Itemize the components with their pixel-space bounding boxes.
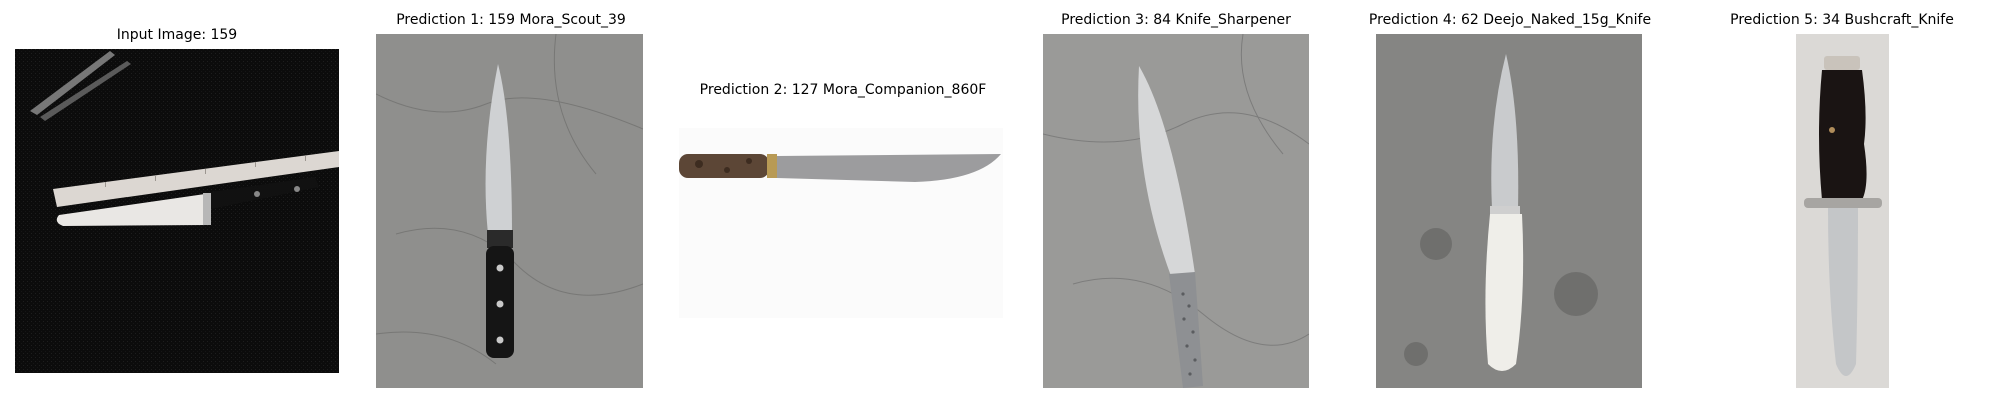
prediction-2-title: Prediction 2: 127 Mora_Companion_860F <box>699 82 987 98</box>
prediction-2-image <box>679 128 1003 318</box>
prediction-5-image <box>1796 34 1889 388</box>
prediction-1-image <box>376 34 643 388</box>
prediction-3-image <box>1043 34 1309 388</box>
prediction-5-title: Prediction 5: 34 Bushcraft_Knife <box>1730 12 1954 28</box>
prediction-3-title: Prediction 3: 84 Knife_Sharpener <box>1061 12 1291 28</box>
input-image <box>15 49 339 373</box>
prediction-4-image <box>1376 34 1642 388</box>
input-image-title: Input Image: 159 <box>116 27 238 43</box>
prediction-4-title: Prediction 4: 62 Deejo_Naked_15g_Knife <box>1368 12 1652 28</box>
prediction-1-title: Prediction 1: 159 Mora_Scout_39 <box>396 12 626 28</box>
